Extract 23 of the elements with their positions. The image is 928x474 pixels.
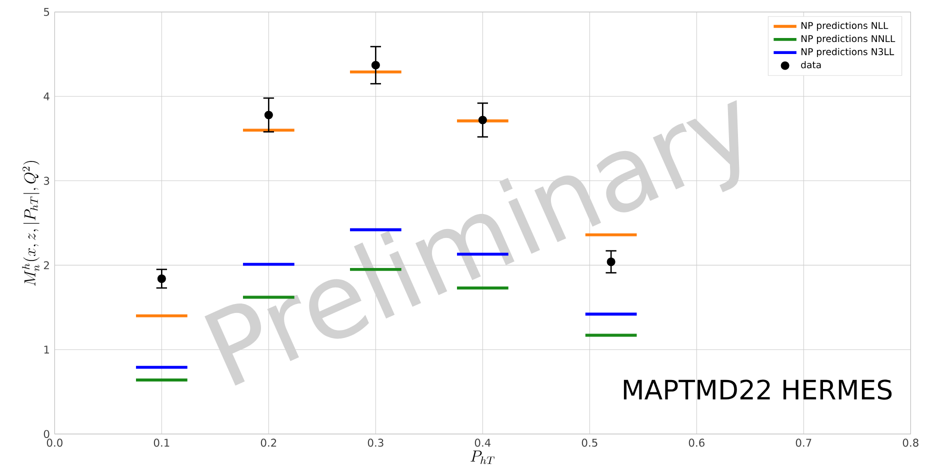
x-tick-label: 0.1: [154, 438, 170, 447]
y-tick-label: 0: [44, 430, 50, 438]
x-tick-label: 0.4: [474, 438, 491, 447]
x-axis-title: $P_{hT}$: [470, 450, 495, 464]
legend-label: NP predictions NLL: [801, 22, 888, 31]
x-tick-label: 0.0: [46, 438, 62, 447]
x-tick-label: 0.3: [368, 438, 384, 447]
legend-label: NP predictions N3LL: [801, 48, 894, 58]
y-tick-label: 5: [44, 8, 50, 16]
legend-label: data: [801, 61, 821, 68]
x-tick-label: 0.6: [688, 438, 704, 447]
legend-label: NP predictions NNLL: [801, 34, 896, 44]
x-tick-label: 0.2: [260, 438, 276, 447]
y-tick-label: 1: [44, 346, 49, 354]
point: [157, 274, 166, 283]
y-tick-label: 3: [44, 176, 50, 185]
x-tick-label: 0.8: [902, 438, 918, 447]
x-tick-label: 0.5: [582, 438, 598, 447]
y-tick-label: 2: [44, 261, 49, 270]
y-tick-label: 4: [44, 92, 50, 100]
point: [371, 60, 380, 70]
y-axis-title: $M_n^h(x, z, |P_{hT}|, Q^2)$: [22, 160, 40, 286]
x-tick-label: 0.7: [796, 438, 812, 447]
